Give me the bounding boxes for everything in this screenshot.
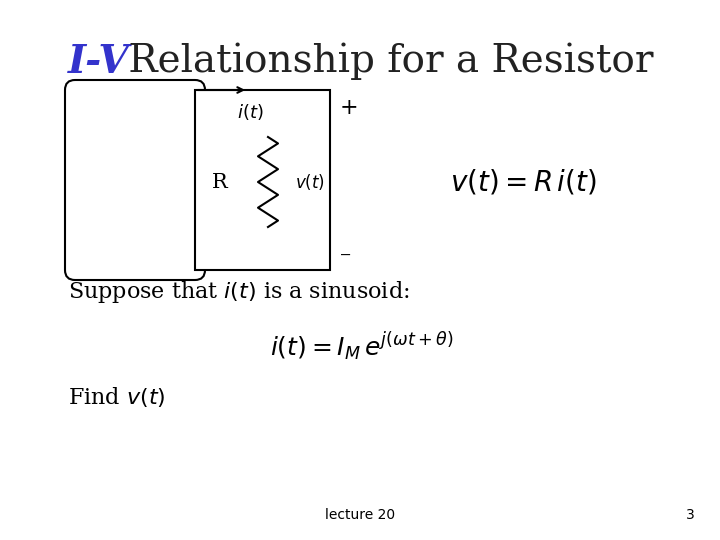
Text: $i(t)$: $i(t)$ xyxy=(237,102,264,122)
Text: $v(t) = R\,i(t)$: $v(t) = R\,i(t)$ xyxy=(450,167,597,197)
Text: +: + xyxy=(340,97,359,119)
Text: lecture 20: lecture 20 xyxy=(325,508,395,522)
Text: Find $v(t)$: Find $v(t)$ xyxy=(68,385,166,409)
Text: Relationship for a Resistor: Relationship for a Resistor xyxy=(116,43,654,80)
Text: $v(t)$: $v(t)$ xyxy=(295,172,325,192)
Text: $i(t) = I_M\, e^{j(\omega t+\theta)}$: $i(t) = I_M\, e^{j(\omega t+\theta)}$ xyxy=(270,330,454,363)
FancyBboxPatch shape xyxy=(65,80,205,280)
Text: Suppose that $i(t)$ is a sinusoid:: Suppose that $i(t)$ is a sinusoid: xyxy=(68,279,410,305)
Text: I-V: I-V xyxy=(68,43,130,81)
Text: 3: 3 xyxy=(686,508,695,522)
Text: –: – xyxy=(340,245,351,267)
Text: R: R xyxy=(212,172,228,192)
Bar xyxy=(195,90,330,270)
